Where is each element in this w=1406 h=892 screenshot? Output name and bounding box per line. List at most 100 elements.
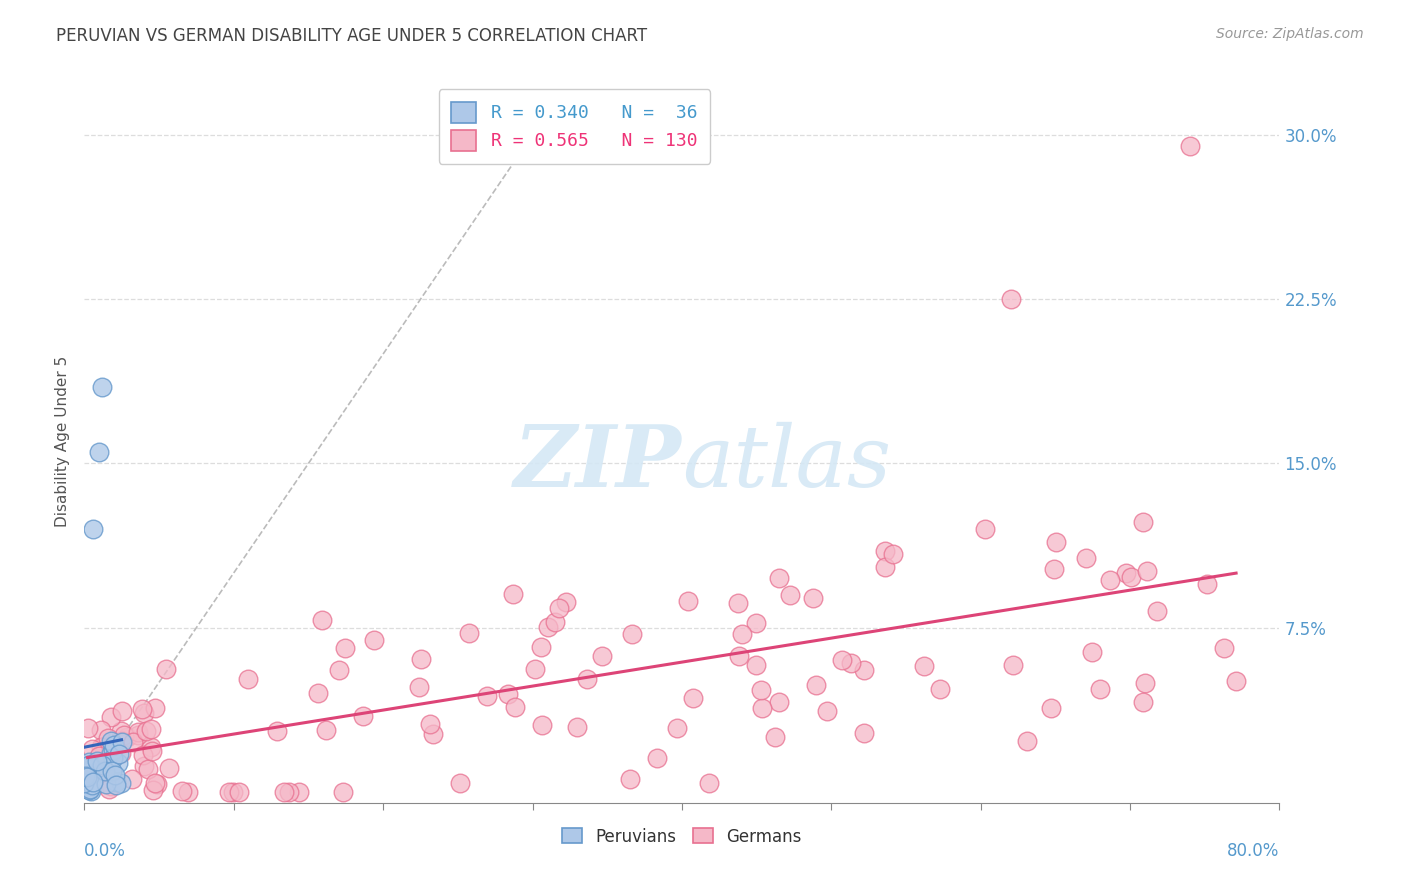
Point <box>115 730 138 744</box>
Point <box>136 762 159 776</box>
Point <box>288 785 311 799</box>
Point <box>110 704 132 718</box>
Point <box>141 722 163 736</box>
Point <box>111 734 134 748</box>
Point <box>1081 644 1104 658</box>
Point <box>104 778 127 792</box>
Point <box>503 700 526 714</box>
Point <box>132 748 155 763</box>
Point <box>1136 564 1159 578</box>
Point <box>333 640 356 655</box>
Point <box>103 751 125 765</box>
Point <box>94 777 117 791</box>
Point <box>1045 534 1067 549</box>
Point <box>155 662 177 676</box>
Point <box>273 785 295 799</box>
Point <box>875 560 897 574</box>
Point <box>122 735 145 749</box>
Point <box>543 615 565 629</box>
Point <box>929 681 952 696</box>
Point <box>1197 577 1219 591</box>
Point <box>86 754 108 768</box>
Point <box>104 767 127 781</box>
Point <box>1178 139 1201 153</box>
Point <box>141 744 163 758</box>
Point <box>110 775 132 789</box>
Point <box>591 648 613 663</box>
Point <box>107 756 129 770</box>
Point <box>408 680 430 694</box>
Point <box>1121 569 1143 583</box>
Point <box>502 587 524 601</box>
Point <box>105 775 128 789</box>
Point <box>852 726 875 740</box>
Point <box>422 727 444 741</box>
Point <box>645 751 668 765</box>
Point <box>228 785 250 799</box>
Point <box>76 721 98 735</box>
Point <box>731 626 754 640</box>
Point <box>266 724 288 739</box>
Point <box>676 594 699 608</box>
Point <box>110 735 132 749</box>
Point <box>80 778 103 792</box>
Text: PERUVIAN VS GERMAN DISABILITY AGE UNDER 5 CORRELATION CHART: PERUVIAN VS GERMAN DISABILITY AGE UNDER … <box>56 27 647 45</box>
Point <box>278 785 301 799</box>
Point <box>89 445 111 459</box>
Point <box>82 522 104 536</box>
Point <box>103 743 125 757</box>
Point <box>815 704 838 718</box>
Point <box>121 772 143 787</box>
Point <box>307 686 329 700</box>
Point <box>839 656 862 670</box>
Point <box>332 785 354 799</box>
Point <box>139 739 162 754</box>
Point <box>530 640 553 654</box>
Y-axis label: Disability Age Under 5: Disability Age Under 5 <box>55 356 70 527</box>
Point <box>852 663 875 677</box>
Point <box>157 761 180 775</box>
Point <box>100 710 122 724</box>
Point <box>100 734 122 748</box>
Point <box>449 776 471 790</box>
Text: 0.0%: 0.0% <box>84 842 127 860</box>
Point <box>1017 734 1039 748</box>
Point <box>363 632 385 647</box>
Point <box>127 725 149 739</box>
Point <box>108 747 131 762</box>
Point <box>97 731 120 745</box>
Point <box>79 781 101 796</box>
Text: 80.0%: 80.0% <box>1227 842 1279 860</box>
Point <box>1098 573 1121 587</box>
Point <box>75 767 97 781</box>
Point <box>801 591 824 605</box>
Point <box>912 659 935 673</box>
Point <box>1132 695 1154 709</box>
Point <box>727 596 749 610</box>
Point <box>101 764 124 778</box>
Point <box>475 689 498 703</box>
Point <box>103 739 125 753</box>
Legend: Peruvians, Germans: Peruvians, Germans <box>555 821 808 852</box>
Point <box>1000 292 1022 306</box>
Point <box>76 770 98 784</box>
Point <box>101 742 124 756</box>
Point <box>222 785 245 799</box>
Point <box>90 758 112 772</box>
Point <box>80 761 103 775</box>
Point <box>666 721 689 735</box>
Point <box>565 720 588 734</box>
Point <box>91 739 114 754</box>
Point <box>1074 550 1097 565</box>
Point <box>882 547 904 561</box>
Point <box>763 730 786 744</box>
Point <box>236 672 259 686</box>
Point <box>143 701 166 715</box>
Point <box>751 701 773 715</box>
Point <box>87 748 110 763</box>
Point <box>804 678 827 692</box>
Point <box>132 706 155 720</box>
Point <box>1115 566 1137 580</box>
Point <box>311 613 333 627</box>
Point <box>699 776 721 790</box>
